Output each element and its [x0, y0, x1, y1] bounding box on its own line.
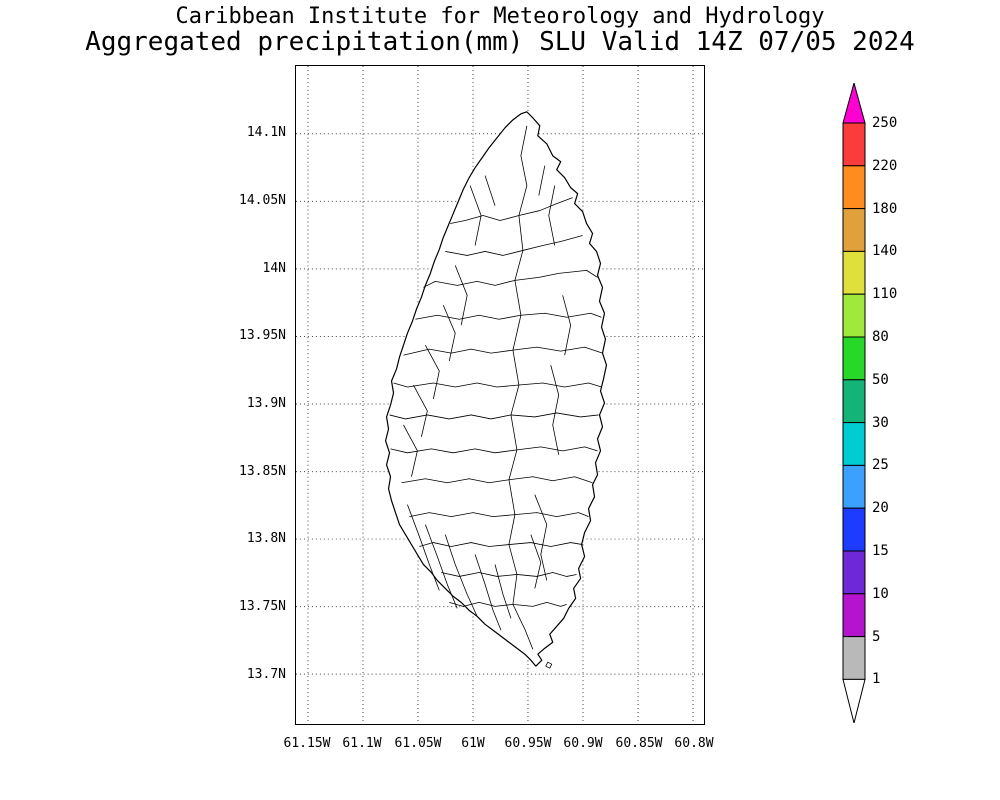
- colorbar-band: [842, 122, 866, 167]
- colorbar-band: [842, 165, 866, 210]
- x-axis-label: 61.15W: [283, 736, 331, 751]
- colorbar-band: [842, 593, 866, 638]
- colorbar-label: 20: [872, 500, 889, 516]
- x-axis-label: 60.9W: [563, 736, 603, 751]
- colorbar-band: [842, 336, 866, 381]
- map-canvas: [296, 66, 704, 724]
- watershed-boundaries: [389, 125, 603, 669]
- y-axis-label: 14.05N: [239, 193, 286, 208]
- colorbar-label: 5: [872, 629, 881, 645]
- x-axis-label: 60.85W: [615, 736, 663, 751]
- y-axis-label: 14.1N: [246, 125, 286, 140]
- colorbar-band: [842, 293, 866, 338]
- x-axis-label: 61W: [461, 736, 485, 751]
- y-axis-label: 13.85N: [239, 464, 286, 479]
- y-axis-label: 13.75N: [239, 599, 286, 614]
- colorbar-label: 220: [872, 158, 898, 174]
- y-axis-label: 13.9N: [246, 396, 286, 411]
- colorbar-band: [842, 208, 866, 252]
- colorbar-label: 140: [872, 243, 898, 259]
- x-axis-label: 60.8W: [674, 736, 714, 751]
- island-outline: [384, 111, 608, 667]
- y-axis-label: 13.95N: [239, 328, 286, 343]
- colorbar-band: [842, 636, 866, 680]
- x-axis-label: 60.95W: [504, 736, 552, 751]
- map-plot-area: [295, 65, 705, 725]
- colorbar-band: [842, 550, 866, 595]
- colorbar-label: 110: [872, 286, 898, 302]
- y-axis-label: 13.7N: [246, 667, 286, 682]
- colorbar-band: [842, 422, 866, 466]
- colorbar-label: 250: [872, 115, 898, 131]
- x-axis-label: 61.1W: [342, 736, 382, 751]
- colorbar-label: 25: [872, 457, 889, 473]
- colorbar-label: 15: [872, 543, 889, 559]
- colorbar-band: [842, 379, 866, 424]
- x-axis-label: 61.05W: [394, 736, 442, 751]
- colorbar-band: [842, 250, 866, 295]
- colorbar-label: 10: [872, 586, 889, 602]
- colorbar-arrow-bottom: [842, 678, 866, 723]
- y-axis-label: 13.8N: [246, 531, 286, 546]
- colorbar-band: [842, 507, 866, 552]
- colorbar-arrow-top: [842, 83, 866, 124]
- map-subtitle: Aggregated precipitation(mm) SLU Valid 1…: [85, 27, 915, 57]
- colorbar-band: [842, 464, 866, 509]
- colorbar-label: 80: [872, 329, 889, 345]
- y-axis-label: 14N: [262, 261, 286, 276]
- colorbar-label: 50: [872, 372, 889, 388]
- colorbar: [842, 83, 866, 723]
- colorbar-label: 1: [872, 671, 881, 687]
- colorbar-label: 30: [872, 415, 889, 431]
- colorbar-label: 180: [872, 201, 898, 217]
- page-title: Caribbean Institute for Meteorology and …: [175, 4, 825, 29]
